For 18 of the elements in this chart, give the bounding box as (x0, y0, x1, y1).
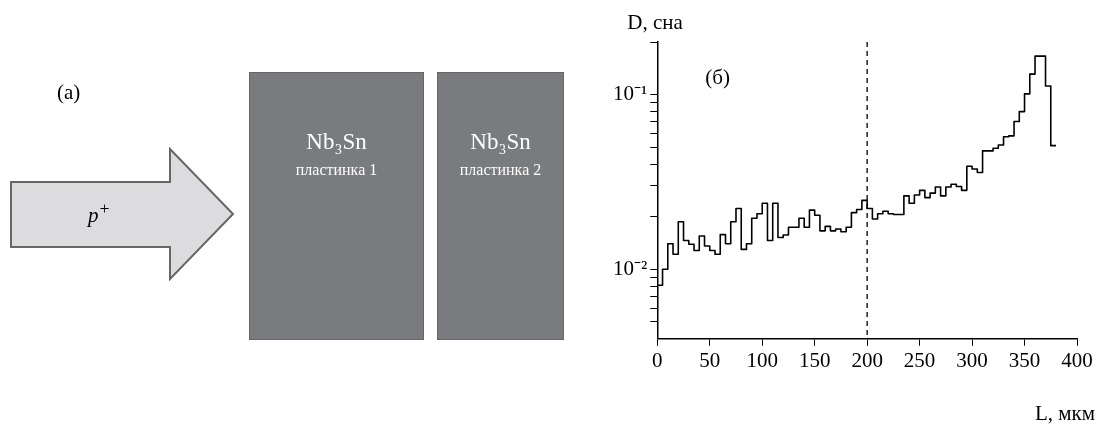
y-tick-label: 10⁻² (613, 255, 648, 280)
x-tick-label: 0 (652, 347, 663, 372)
x-tick-label: 250 (903, 347, 936, 372)
x-tick-label: 350 (1008, 347, 1041, 372)
text: (а) (57, 80, 81, 105)
annotation: (б) (705, 65, 730, 90)
x-tick-label: 400 (1061, 347, 1093, 372)
x-tick-label: 200 (851, 347, 883, 372)
x-tick-label: 300 (956, 347, 988, 372)
y-axis-title: D, сна (627, 10, 684, 35)
x-tick-label: 150 (798, 347, 831, 372)
y-tick-label: 10⁻¹ (613, 81, 648, 106)
plate: Nb₃Sn пластинка 1 (249, 72, 424, 340)
plate: Nb₃Sn пластинка 2 (437, 72, 564, 340)
x-tick-label: 100 (746, 347, 778, 372)
x-tick-label: 50 (699, 347, 721, 372)
text: p$^{+}$ (88, 198, 111, 228)
x-axis-title: L, мкм (1034, 401, 1095, 426)
